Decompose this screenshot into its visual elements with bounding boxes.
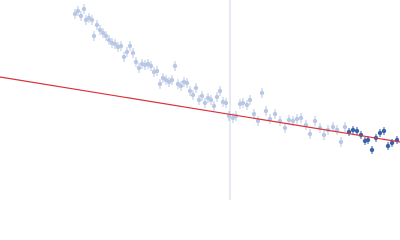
point [263, 108, 269, 114]
point [307, 131, 313, 137]
point [75, 8, 81, 14]
point [97, 27, 103, 33]
point [350, 127, 356, 133]
point [338, 139, 344, 145]
chart [0, 0, 400, 200]
point [157, 81, 163, 87]
point [199, 93, 205, 99]
point [244, 102, 250, 108]
point [282, 125, 288, 131]
point [381, 128, 387, 134]
point [272, 111, 278, 117]
page: (() => { const data = JSON.parse(documen… [0, 0, 400, 200]
point [178, 83, 184, 89]
point [190, 92, 196, 98]
point [148, 63, 154, 69]
point [127, 43, 133, 49]
point [342, 124, 348, 130]
point [298, 115, 304, 121]
point [247, 97, 253, 103]
point [255, 118, 261, 124]
point [100, 30, 106, 36]
point [294, 116, 300, 122]
point [193, 85, 199, 91]
point [124, 49, 130, 55]
point [154, 68, 160, 74]
point [251, 111, 257, 117]
point [330, 124, 336, 130]
point [389, 140, 395, 146]
point [103, 33, 109, 39]
point [290, 118, 296, 124]
point [78, 13, 84, 19]
point [72, 11, 78, 17]
point [354, 128, 360, 134]
point [184, 80, 190, 86]
point [81, 6, 87, 12]
point [312, 118, 318, 124]
point [208, 97, 214, 103]
point [118, 43, 124, 49]
point [196, 97, 202, 103]
point [369, 147, 375, 153]
point [211, 103, 217, 109]
fit-line [0, 76, 400, 143]
point [385, 143, 391, 149]
point [365, 137, 371, 143]
point [217, 88, 223, 94]
point [89, 17, 95, 23]
point [106, 37, 112, 43]
point [223, 100, 229, 106]
point [286, 117, 292, 123]
point [259, 90, 265, 96]
point [172, 63, 178, 69]
point [214, 94, 220, 100]
point [240, 100, 246, 106]
point [94, 22, 100, 28]
point [377, 130, 383, 136]
point [169, 77, 175, 83]
point [121, 54, 127, 60]
point [202, 100, 208, 106]
point [321, 132, 327, 138]
point [187, 88, 193, 94]
point [91, 33, 97, 39]
point [133, 59, 139, 65]
point [130, 50, 136, 56]
point [112, 41, 118, 47]
point [136, 65, 142, 71]
